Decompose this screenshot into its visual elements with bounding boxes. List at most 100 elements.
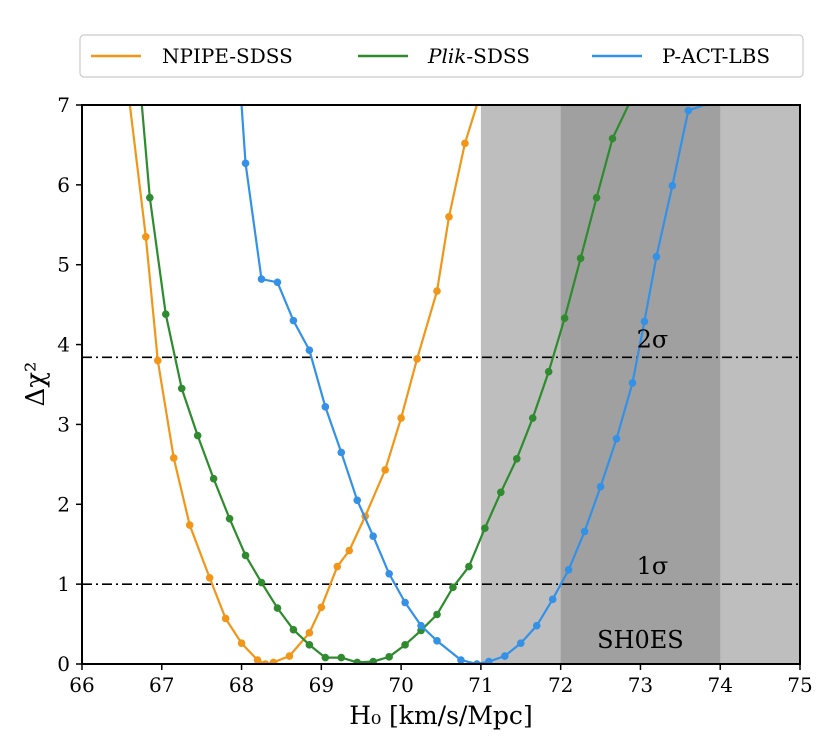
x-tick-label: 72 (548, 673, 573, 697)
data-point (353, 496, 362, 505)
data-point (317, 603, 326, 612)
data-point (612, 435, 621, 443)
data-point (337, 653, 346, 662)
x-tick-label: 71 (468, 673, 493, 697)
data-point (481, 524, 489, 533)
data-point (596, 482, 605, 491)
data-point (548, 595, 557, 604)
shaded-bands (480, 105, 800, 664)
legend-label-plik-sdss: Plik-SDSS (427, 44, 530, 68)
data-point (640, 317, 649, 326)
data-point (209, 474, 218, 483)
y-tick-label: 3 (57, 412, 70, 436)
y-tick-label: 4 (57, 333, 70, 357)
data-point (413, 355, 421, 363)
data-point (433, 637, 441, 645)
y-axis-label: Δχ² (21, 362, 51, 407)
y-tick-label: 7 (57, 93, 70, 117)
legend-label-plik-italic: Plik (427, 44, 466, 68)
data-point (289, 316, 298, 325)
data-point (333, 562, 342, 571)
series-line-npipe-sdss (128, 105, 478, 664)
x-tick-label: 66 (69, 673, 94, 697)
legend-box (79, 34, 804, 78)
data-point (433, 610, 441, 619)
data-point (369, 532, 377, 541)
data-point (417, 621, 425, 630)
data-point (652, 252, 661, 261)
data-point (445, 213, 453, 221)
data-point (457, 656, 465, 664)
data-point (628, 379, 637, 387)
data-point (169, 454, 178, 462)
data-point (501, 652, 509, 660)
data-point (353, 658, 362, 664)
y-tick-label: 2 (57, 492, 70, 516)
x-axis-ticks: 66 67 68 69 70 71 72 73 74 75 (69, 664, 813, 697)
data-point (142, 232, 150, 241)
data-point (668, 181, 677, 190)
data-point (592, 193, 601, 202)
series-p-act-lbs (240, 105, 709, 664)
annotations: 2σ 1σ SH0ES (597, 325, 684, 654)
data-point (161, 310, 170, 319)
data-point (269, 658, 278, 664)
data-point (237, 639, 246, 648)
band-label: SH0ES (597, 626, 684, 654)
data-point (241, 551, 250, 560)
data-point (385, 653, 393, 661)
data-point (564, 565, 573, 574)
x-tick-label: 70 (388, 673, 413, 697)
plot-frame (81, 104, 801, 665)
data-point (497, 488, 505, 497)
data-point (273, 604, 282, 612)
data-point (345, 546, 354, 555)
x-tick-label: 69 (309, 673, 334, 697)
y-tick-label: 5 (57, 253, 70, 277)
data-point (449, 583, 457, 592)
x-tick-label: 73 (628, 673, 653, 697)
data-point (321, 653, 330, 662)
data-point (253, 656, 262, 664)
data-point (532, 621, 541, 630)
data-point (221, 614, 230, 623)
y-axis-ticks: 0 1 2 3 4 5 6 7 (57, 93, 82, 676)
data-point (257, 275, 266, 283)
legend: NPIPE-SDSS Plik-SDSS P-ACT-LBS (79, 34, 804, 78)
legend-label-p-act-lbs: P-ACT-LBS (662, 44, 770, 68)
data-point (321, 403, 330, 411)
data-point (153, 356, 162, 365)
x-tick-label: 75 (787, 673, 812, 697)
series-line-p-act-lbs (240, 105, 709, 664)
data-point (512, 454, 521, 463)
x-tick-label: 68 (229, 673, 254, 697)
data-point (257, 578, 266, 587)
data-point (397, 414, 405, 422)
sigma-label-2: 2σ (637, 325, 669, 353)
data-point (385, 569, 393, 578)
x-tick-label: 67 (149, 673, 174, 697)
y-tick-label: 0 (57, 652, 70, 676)
x-axis-label: H₀ [km/s/Mpc] (349, 701, 532, 730)
data-point (465, 562, 473, 571)
x-tick-label: 74 (707, 673, 732, 697)
data-point (381, 466, 389, 474)
data-point (401, 598, 409, 607)
data-point (273, 278, 282, 287)
data-point (205, 573, 214, 582)
data-point (528, 414, 537, 422)
legend-label-plik-rest: -SDSS (466, 44, 530, 68)
data-point (305, 629, 314, 637)
series-line-plik-sdss (140, 105, 630, 664)
data-series (128, 105, 709, 664)
y-tick-label: 1 (57, 572, 70, 596)
data-point (433, 287, 441, 295)
data-point (369, 657, 377, 664)
data-point (461, 139, 469, 148)
data-point (337, 448, 346, 457)
data-point (544, 367, 553, 376)
data-point (576, 254, 585, 263)
data-point (193, 431, 202, 440)
sigma-label-1: 1σ (637, 552, 669, 580)
